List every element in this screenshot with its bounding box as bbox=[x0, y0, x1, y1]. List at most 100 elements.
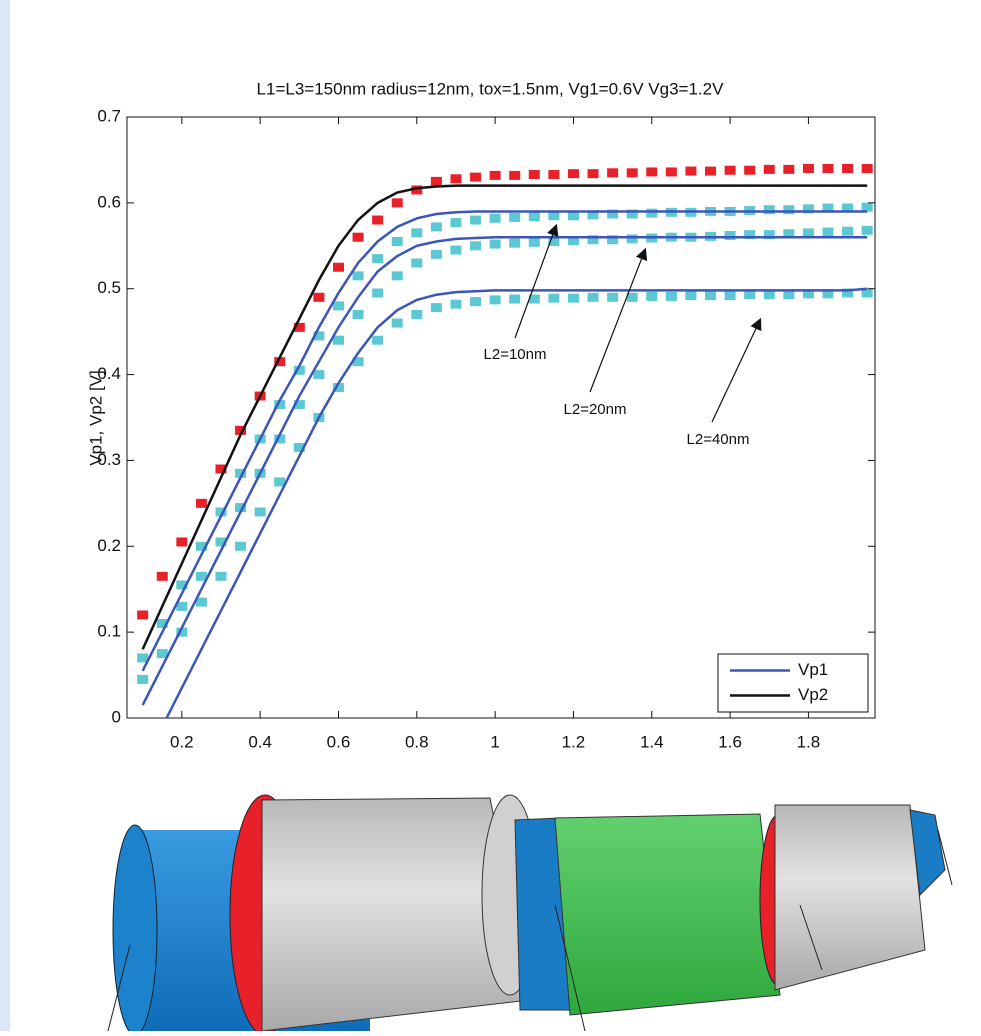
marker bbox=[646, 209, 657, 218]
marker bbox=[372, 254, 383, 263]
marker bbox=[588, 169, 599, 178]
marker bbox=[450, 218, 461, 227]
marker bbox=[196, 499, 207, 508]
marker bbox=[470, 241, 481, 250]
marker bbox=[490, 171, 501, 180]
annotation: L2=40nm bbox=[687, 431, 750, 448]
marker bbox=[450, 174, 461, 183]
marker bbox=[764, 205, 775, 214]
marker bbox=[725, 291, 736, 300]
y-tick-label: 0.4 bbox=[97, 364, 121, 383]
marker bbox=[705, 167, 716, 176]
marker bbox=[509, 239, 520, 248]
marker bbox=[529, 212, 540, 221]
marker bbox=[490, 214, 501, 223]
x-tick-label: 1.8 bbox=[797, 732, 821, 751]
marker bbox=[568, 169, 579, 178]
marker bbox=[353, 310, 364, 319]
marker bbox=[823, 164, 834, 173]
marker bbox=[313, 370, 324, 379]
marker bbox=[137, 675, 148, 684]
marker bbox=[431, 222, 442, 231]
legend-label: Vp1 bbox=[798, 660, 828, 679]
marker bbox=[627, 234, 638, 243]
marker bbox=[548, 294, 559, 303]
marker bbox=[842, 164, 853, 173]
marker bbox=[509, 213, 520, 222]
marker bbox=[372, 336, 383, 345]
y-tick-label: 0.5 bbox=[97, 278, 121, 297]
marker bbox=[470, 297, 481, 306]
marker bbox=[392, 198, 403, 207]
y-tick-label: 0.6 bbox=[97, 192, 121, 211]
marker bbox=[490, 240, 501, 249]
blue-end bbox=[113, 825, 157, 1031]
marker bbox=[627, 168, 638, 177]
x-tick-label: 1.2 bbox=[562, 732, 586, 751]
marker bbox=[744, 166, 755, 175]
marker bbox=[666, 292, 677, 301]
marker bbox=[823, 228, 834, 237]
marker bbox=[392, 237, 403, 246]
y-tick-label: 0.1 bbox=[97, 622, 121, 641]
marker bbox=[725, 166, 736, 175]
x-tick-label: 1.4 bbox=[640, 732, 664, 751]
marker bbox=[529, 170, 540, 179]
marker bbox=[313, 293, 324, 302]
marker bbox=[783, 165, 794, 174]
marker bbox=[372, 216, 383, 225]
x-tick-label: 1 bbox=[490, 732, 499, 751]
marker bbox=[529, 238, 540, 247]
marker bbox=[588, 293, 599, 302]
marker bbox=[509, 295, 520, 304]
marker bbox=[490, 295, 501, 304]
annotation: L2=20nm bbox=[564, 401, 627, 418]
marker bbox=[392, 319, 403, 328]
marker bbox=[568, 294, 579, 303]
y-tick-label: 0.7 bbox=[97, 106, 121, 125]
marker bbox=[411, 258, 422, 267]
x-tick-label: 0.8 bbox=[405, 732, 429, 751]
device-diagram bbox=[108, 795, 952, 1031]
marker bbox=[842, 227, 853, 236]
marker bbox=[783, 205, 794, 214]
marker bbox=[607, 293, 618, 302]
marker bbox=[411, 310, 422, 319]
x-tick-label: 0.4 bbox=[248, 732, 272, 751]
marker bbox=[470, 173, 481, 182]
marker bbox=[607, 168, 618, 177]
marker bbox=[353, 233, 364, 242]
annotation: L2=10nm bbox=[484, 346, 547, 363]
legend-label: Vp2 bbox=[798, 685, 828, 704]
marker bbox=[333, 263, 344, 272]
marker bbox=[862, 164, 873, 173]
marker bbox=[333, 301, 344, 310]
marker bbox=[431, 177, 442, 186]
y-tick-label: 0.2 bbox=[97, 536, 121, 555]
marker bbox=[646, 292, 657, 301]
marker bbox=[725, 231, 736, 240]
page: L1=L3=150nm radius=12nm, tox=1.5nm, Vg1=… bbox=[0, 0, 981, 1036]
marker bbox=[470, 216, 481, 225]
marker bbox=[862, 226, 873, 235]
gate-3 bbox=[775, 805, 925, 990]
marker bbox=[450, 246, 461, 255]
marker bbox=[392, 271, 403, 280]
marker bbox=[509, 171, 520, 180]
marker bbox=[411, 228, 422, 237]
side-strip bbox=[0, 0, 10, 1031]
marker bbox=[372, 289, 383, 298]
x-tick-label: 0.6 bbox=[327, 732, 351, 751]
marker bbox=[353, 271, 364, 280]
y-tick-label: 0.3 bbox=[97, 450, 121, 469]
marker bbox=[764, 165, 775, 174]
marker bbox=[255, 507, 266, 516]
marker bbox=[685, 167, 696, 176]
y-tick-label: 0 bbox=[112, 707, 121, 726]
marker bbox=[137, 610, 148, 619]
channel bbox=[555, 814, 780, 1015]
marker bbox=[157, 572, 168, 581]
marker bbox=[235, 542, 246, 551]
marker bbox=[431, 303, 442, 312]
marker bbox=[646, 167, 657, 176]
